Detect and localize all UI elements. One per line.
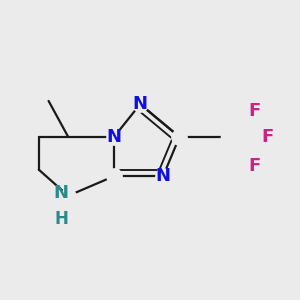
Text: N: N: [53, 184, 68, 202]
Text: H: H: [54, 210, 68, 228]
Text: F: F: [261, 128, 274, 146]
Text: F: F: [248, 158, 260, 175]
Text: F: F: [248, 102, 260, 120]
Text: N: N: [133, 95, 148, 113]
Text: N: N: [156, 167, 171, 185]
Text: N: N: [106, 128, 122, 146]
